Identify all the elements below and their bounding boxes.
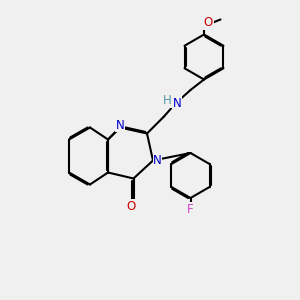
Text: N: N — [172, 97, 182, 110]
Text: N: N — [116, 119, 124, 132]
Text: N: N — [153, 154, 162, 167]
Text: O: O — [204, 16, 213, 29]
Text: F: F — [187, 203, 194, 216]
Text: H: H — [163, 94, 172, 107]
Text: O: O — [127, 200, 136, 213]
